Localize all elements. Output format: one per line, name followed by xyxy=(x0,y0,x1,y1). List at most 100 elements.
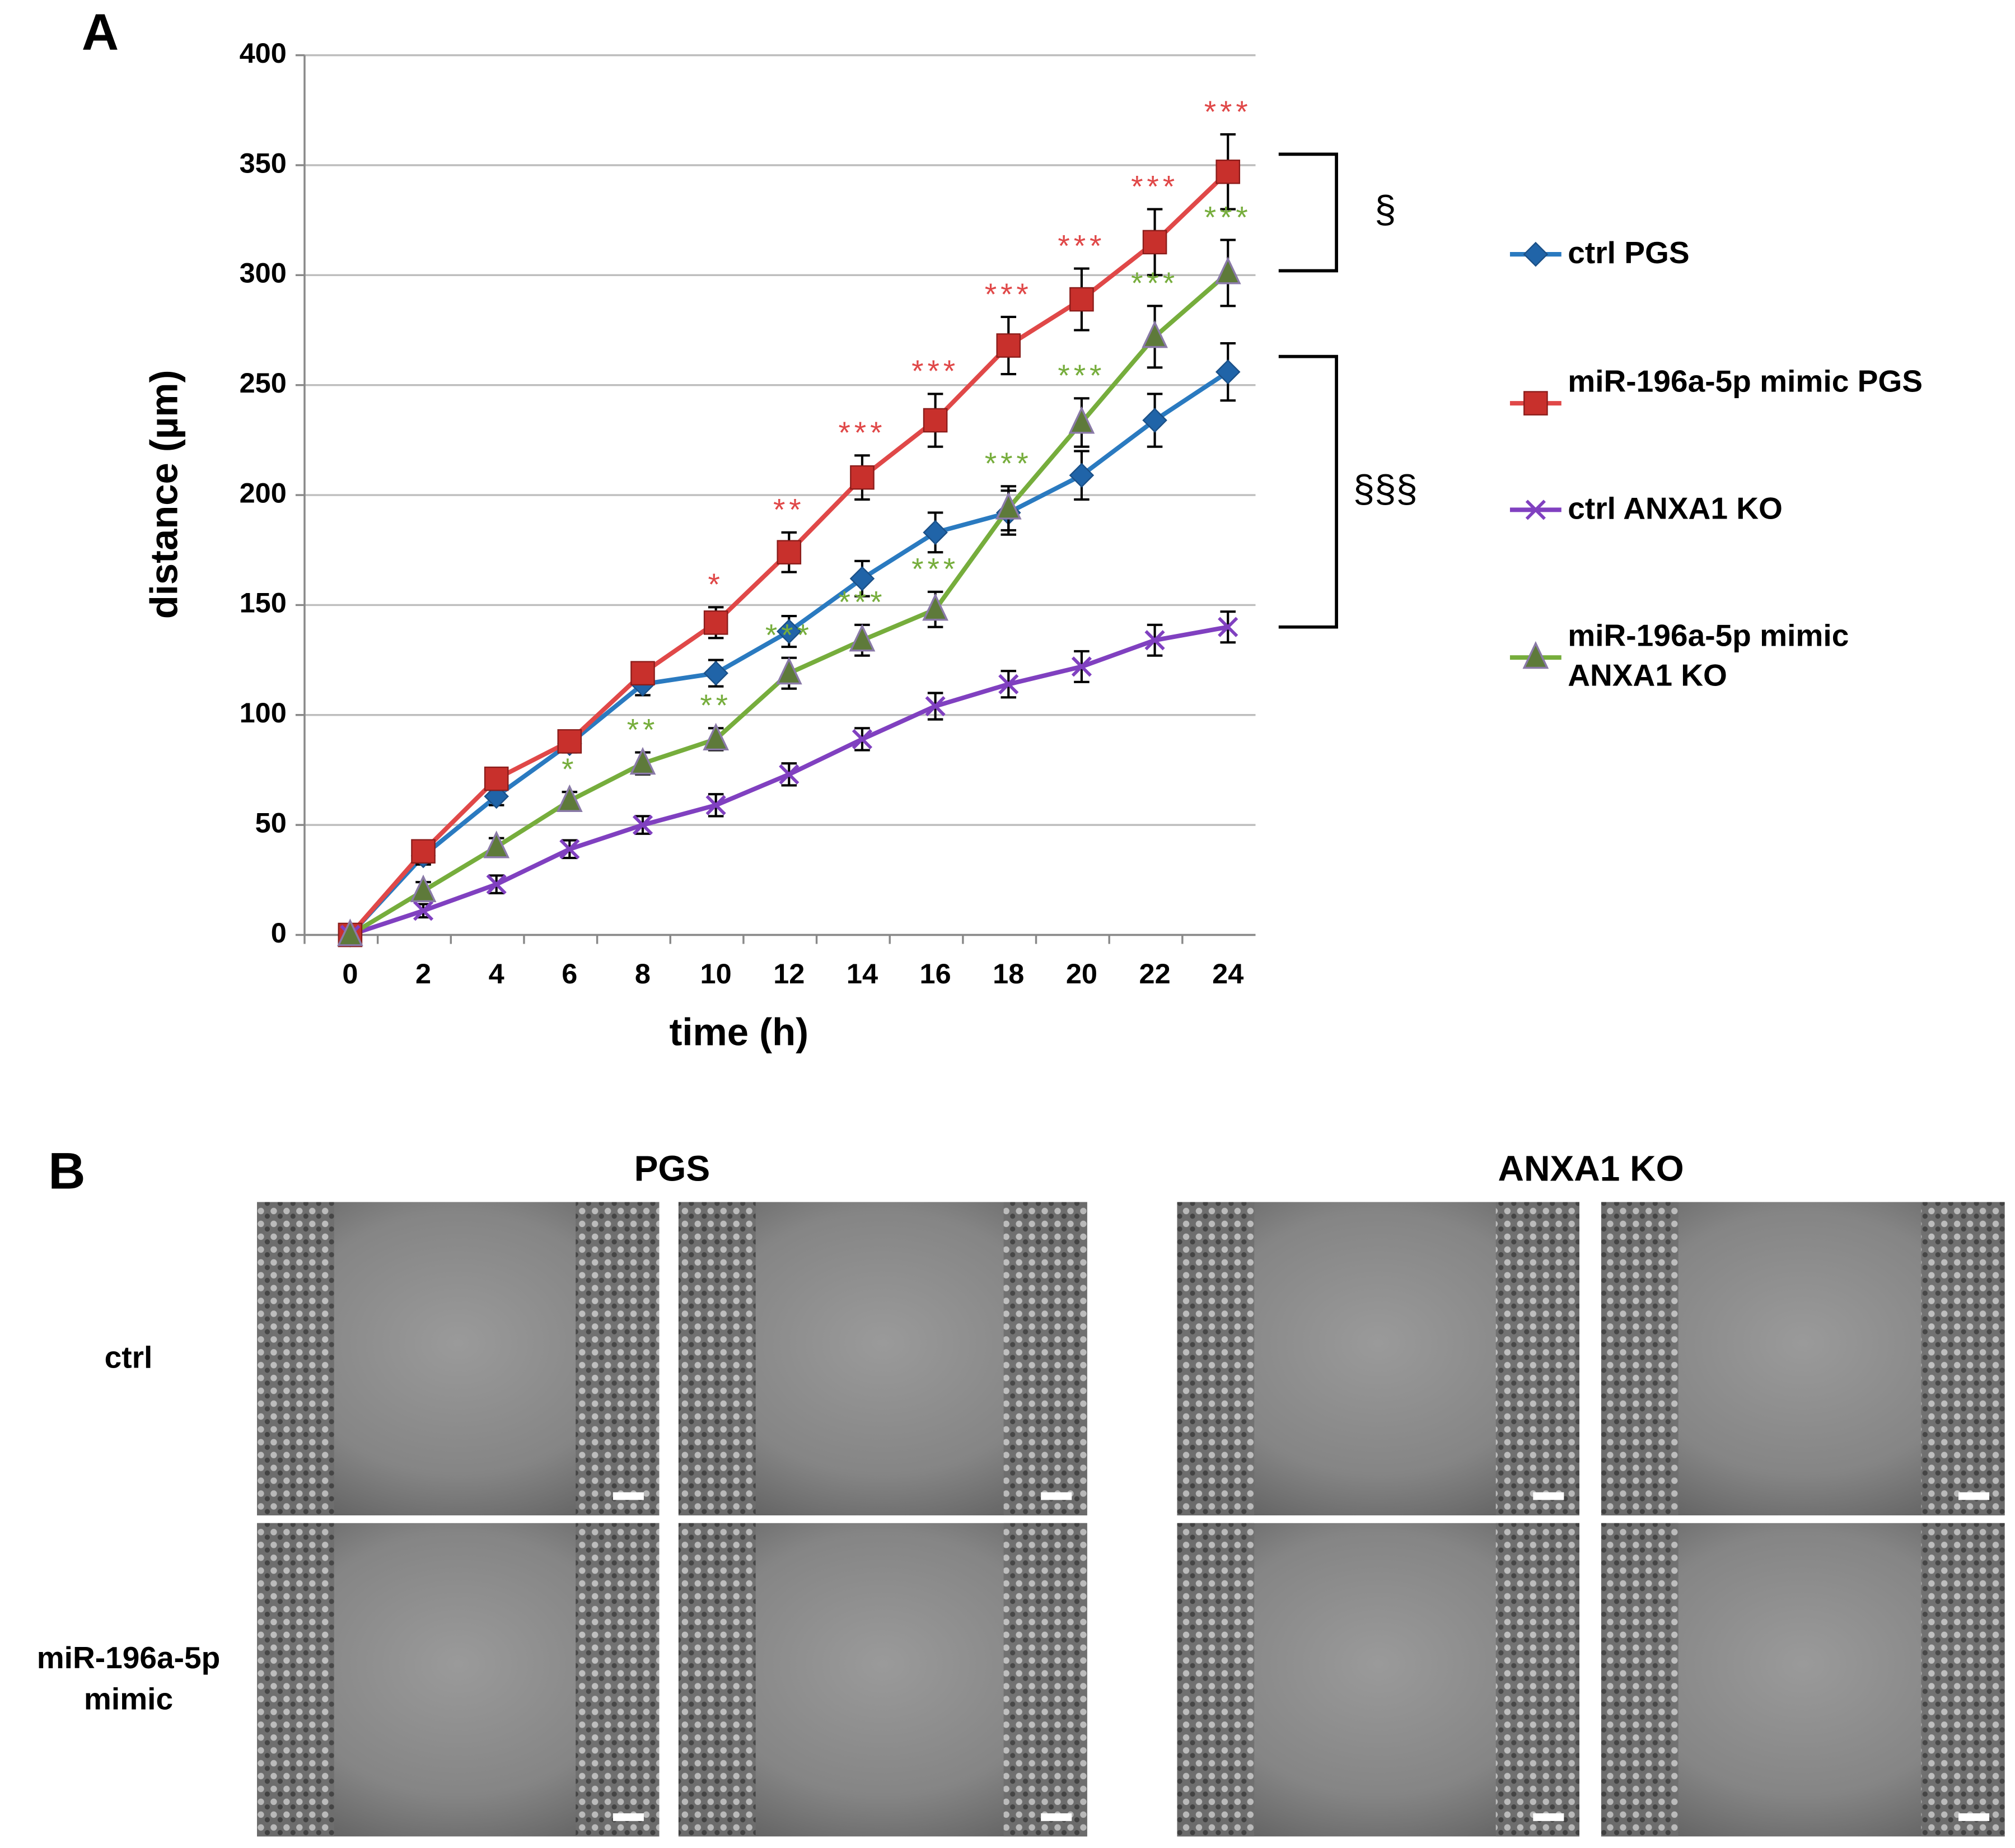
x-tick-label: 20 xyxy=(1066,958,1097,990)
marker xyxy=(1215,359,1241,385)
x-tick-label: 2 xyxy=(415,958,431,990)
y-tick-label: 0 xyxy=(271,917,287,949)
cell-edge xyxy=(576,1523,660,1837)
scale-bar xyxy=(1958,1492,1990,1500)
marker xyxy=(1142,230,1167,255)
significance-mark: ** xyxy=(627,712,659,746)
cell-edge xyxy=(257,1202,334,1516)
significance-mark: ** xyxy=(773,492,805,527)
cell-edge xyxy=(257,1523,334,1837)
marker xyxy=(852,729,873,750)
panel-label: A xyxy=(82,3,119,60)
y-tick-label: 250 xyxy=(240,367,287,399)
cell-edge xyxy=(576,1202,660,1516)
legend-marker xyxy=(1523,241,1549,267)
marker xyxy=(998,674,1019,694)
bracket xyxy=(1278,152,1338,273)
legend-entry: miR-196a-5p mimic PGS xyxy=(1568,365,1923,399)
cell-edge xyxy=(1921,1202,2005,1516)
marker xyxy=(925,696,946,717)
marker xyxy=(1069,287,1094,312)
legend-marker xyxy=(1525,500,1546,520)
x-tick-label: 0 xyxy=(342,958,358,990)
y-tick-label: 300 xyxy=(240,257,287,289)
x-tick-label: 10 xyxy=(700,958,732,990)
marker xyxy=(996,333,1021,358)
cell-edge xyxy=(1921,1523,2005,1837)
row-label: miR-196a-5p mimic xyxy=(36,1641,221,1718)
cell-edge xyxy=(678,1202,756,1516)
x-tick-label: 24 xyxy=(1212,958,1243,990)
significance-mark: *** xyxy=(1204,199,1252,234)
marker xyxy=(1142,320,1168,348)
marker xyxy=(923,520,948,545)
significance-mark: *** xyxy=(985,446,1032,480)
marker xyxy=(557,729,582,754)
significance-mark: *** xyxy=(1131,265,1179,300)
marker xyxy=(1071,656,1092,677)
legend-label: miR-196a-5p mimic ANXA1 KO xyxy=(1568,619,1849,694)
significance-mark: * xyxy=(708,567,723,601)
scale-bar xyxy=(613,1813,644,1821)
legend-label: ctrl PGS xyxy=(1568,236,1690,271)
significance-mark: *** xyxy=(911,353,959,388)
legend-entry: ctrl PGS xyxy=(1568,236,1690,271)
marker xyxy=(486,874,507,895)
significance-mark: *** xyxy=(1204,94,1252,129)
x-tick-label: 12 xyxy=(773,958,805,990)
marker xyxy=(923,408,948,433)
marker xyxy=(703,660,728,686)
marker xyxy=(849,624,876,652)
scale-bar xyxy=(1958,1813,1990,1821)
marker xyxy=(1142,408,1167,433)
y-tick-label: 150 xyxy=(240,587,287,619)
marker xyxy=(705,795,726,815)
row-label-box: ctrl xyxy=(105,1341,153,1375)
cell-edge xyxy=(1495,1523,1579,1837)
y-axis-title: distance (µm) xyxy=(143,370,186,619)
marker xyxy=(777,619,802,644)
marker xyxy=(779,764,800,785)
cell-edge xyxy=(1177,1202,1255,1516)
marker xyxy=(1068,406,1095,434)
bracket-label: §§§ xyxy=(1353,467,1418,510)
marker xyxy=(629,746,656,775)
x-tick-label: 22 xyxy=(1139,958,1170,990)
x-tick-label: 6 xyxy=(562,958,577,990)
y-tick-label: 350 xyxy=(240,147,287,179)
column-label: ANXA1 KO xyxy=(1498,1148,1684,1188)
marker xyxy=(630,661,655,685)
series-line xyxy=(348,370,1229,937)
scale-bar xyxy=(613,1492,644,1500)
marker xyxy=(703,722,730,751)
marker xyxy=(775,656,802,685)
y-tick-label: 200 xyxy=(240,477,287,508)
marker xyxy=(922,593,948,621)
y-tick-label: 50 xyxy=(255,806,287,838)
cell-edge xyxy=(1003,1202,1087,1516)
legend-marker xyxy=(1523,391,1548,416)
marker xyxy=(632,815,653,836)
significance-mark: *** xyxy=(911,552,959,586)
marker xyxy=(995,492,1022,520)
y-tick-label: 100 xyxy=(240,697,287,729)
marker xyxy=(777,540,802,564)
marker xyxy=(1214,256,1241,284)
scale-bar xyxy=(1041,1813,1072,1821)
legend-entry: miR-196a-5p mimic ANXA1 KO xyxy=(1568,619,1849,694)
x-tick-label: 16 xyxy=(920,958,951,990)
significance-mark: *** xyxy=(838,415,886,450)
scale-bar xyxy=(1533,1813,1564,1821)
marker xyxy=(336,918,363,946)
scale-bar xyxy=(1533,1492,1564,1500)
cell-edge xyxy=(1495,1202,1579,1516)
marker xyxy=(410,874,437,903)
marker xyxy=(411,839,436,864)
x-tick-label: 14 xyxy=(847,958,878,990)
significance-mark: *** xyxy=(765,618,813,652)
legend-entry: ctrl ANXA1 KO xyxy=(1568,492,1783,526)
marker xyxy=(1218,617,1238,637)
marker xyxy=(1144,630,1165,651)
